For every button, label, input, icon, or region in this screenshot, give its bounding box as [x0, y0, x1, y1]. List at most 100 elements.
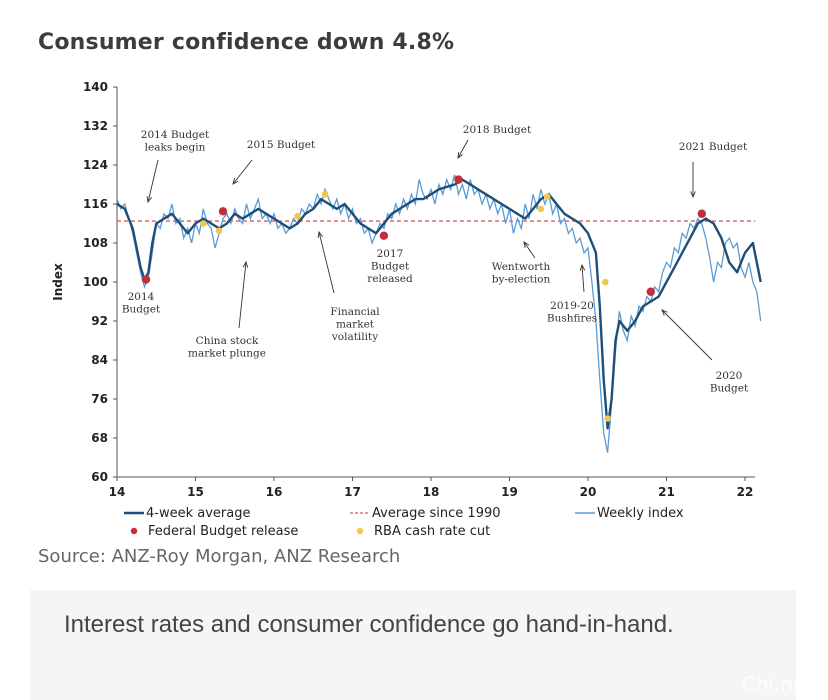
x-tick-label: 17 — [344, 485, 361, 499]
rba-cut-marker — [215, 227, 223, 235]
annotation-line: 2020 — [716, 370, 743, 382]
rba-cut-marker — [604, 415, 611, 422]
annotation-arrow — [661, 309, 713, 361]
y-tick-label: 132 — [83, 119, 108, 133]
x-tick-label: 21 — [658, 485, 675, 499]
annotation-line: Wentworth — [492, 261, 551, 273]
x-tick-label: 18 — [423, 485, 440, 499]
y-tick-label: 124 — [83, 158, 108, 172]
annotation-arrow — [581, 264, 585, 293]
annotation-line: 2018 Budget — [463, 124, 532, 136]
series-weekly-index — [116, 174, 762, 453]
legend-4-week-average-label: 4-week average — [146, 506, 250, 521]
y-tick-label: 108 — [83, 236, 108, 250]
rba-cut-marker — [294, 212, 301, 220]
annotation-line: Bushfires — [547, 313, 597, 325]
annotation-arrow — [318, 231, 335, 294]
arrow-head — [690, 191, 696, 199]
y-tick-label: 76 — [91, 392, 108, 406]
arrow-head — [457, 151, 464, 160]
y-tick-label: 92 — [91, 314, 108, 328]
annotation-line: Budget — [122, 304, 161, 316]
federal-budget-marker — [454, 175, 463, 184]
arrow-head — [523, 241, 530, 248]
annotation-line: market plunge — [188, 348, 266, 360]
annotation-arrow — [232, 159, 253, 185]
y-axis-label: Index — [51, 263, 65, 301]
annotation-line: Financial — [330, 306, 380, 318]
rba-cut-marker — [543, 193, 551, 200]
annotation-line: Budget — [371, 261, 410, 273]
caption-box: Interest rates and consumer confidence g… — [30, 590, 796, 700]
legend-federal-budget-swatch — [130, 527, 138, 535]
rba-cut-marker — [537, 205, 545, 213]
rba-cut-marker — [601, 278, 609, 286]
legend-average-since-1990-label: Average since 1990 — [372, 506, 501, 521]
federal-budget-marker — [646, 287, 655, 296]
chart-title: Consumer confidence down 4.8% — [38, 30, 455, 55]
legend-rba-cut-swatch — [356, 527, 364, 535]
x-tick-label: 14 — [109, 485, 126, 499]
annotation-line: volatility — [331, 331, 378, 343]
y-tick-label: 60 — [91, 470, 108, 484]
y-tick-label: 116 — [83, 197, 108, 211]
x-tick-label: 20 — [580, 485, 597, 499]
annotation-line: 2015 Budget — [247, 139, 316, 151]
arrow-head — [317, 230, 323, 238]
legend-weekly-index-label: Weekly index — [597, 506, 684, 521]
x-tick-label: 19 — [501, 485, 518, 499]
annotation-2015-budget: 2015 Budget — [232, 139, 316, 185]
annotation-line: 2021 Budget — [679, 141, 748, 153]
annotation-line: 2014 — [128, 291, 155, 303]
caption-text: Interest rates and consumer confidence g… — [64, 611, 674, 638]
annotation-line: Budget — [710, 383, 749, 395]
y-axis: 60 68 76 84 92 100 108 116 124 132 140 — [83, 80, 118, 484]
marker-layer — [141, 175, 707, 422]
annotation-line: 2019-20 — [550, 300, 594, 312]
y-tick-label: 100 — [83, 275, 108, 289]
annotation-line: leaks begin — [145, 142, 206, 154]
source-note: Source: ANZ-Roy Morgan, ANZ Research — [38, 546, 401, 567]
federal-budget-marker — [141, 275, 151, 284]
x-axis: 14 15 16 17 18 19 20 21 22 — [109, 476, 755, 499]
arrow-head — [232, 178, 239, 185]
rba-cut-marker — [200, 220, 207, 227]
annotation-line: 2017 — [377, 248, 404, 260]
annotation-arrow — [457, 139, 469, 159]
federal-budget-marker — [218, 207, 228, 216]
x-tick-label: 22 — [737, 485, 754, 499]
rba-cut-marker — [321, 190, 329, 198]
federal-budget-marker — [697, 209, 707, 218]
annotation-2021-budget: 2021 Budget — [679, 141, 748, 199]
x-tick-label: 16 — [266, 485, 283, 499]
y-tick-label: 140 — [83, 80, 108, 94]
arrow-head — [242, 260, 249, 268]
annotation-2018-budget: 2018 Budget — [457, 124, 532, 160]
annotation-arrow — [147, 159, 159, 203]
x-tick-label: 15 — [187, 485, 204, 499]
arrow-head — [661, 309, 668, 316]
annotation-arrow — [238, 261, 247, 329]
series-4-week-average — [116, 178, 762, 430]
annotation-line: 2014 Budget — [141, 129, 210, 141]
legend: 4-week average Average since 1990 Weekly i… — [124, 506, 684, 539]
y-tick-label: 68 — [91, 431, 108, 445]
watermark: Chi.na2 — [741, 672, 818, 696]
federal-budget-marker — [379, 231, 389, 240]
annotation-arrow — [523, 241, 536, 259]
y-tick-label: 84 — [91, 353, 108, 367]
annotation-line: China stock — [196, 335, 259, 347]
arrow-head — [579, 263, 586, 271]
annotation-line: by-election — [492, 274, 551, 286]
arrow-head — [146, 196, 152, 204]
annotation-line: released — [367, 273, 413, 285]
legend-federal-budget-label: Federal Budget release — [148, 524, 298, 539]
